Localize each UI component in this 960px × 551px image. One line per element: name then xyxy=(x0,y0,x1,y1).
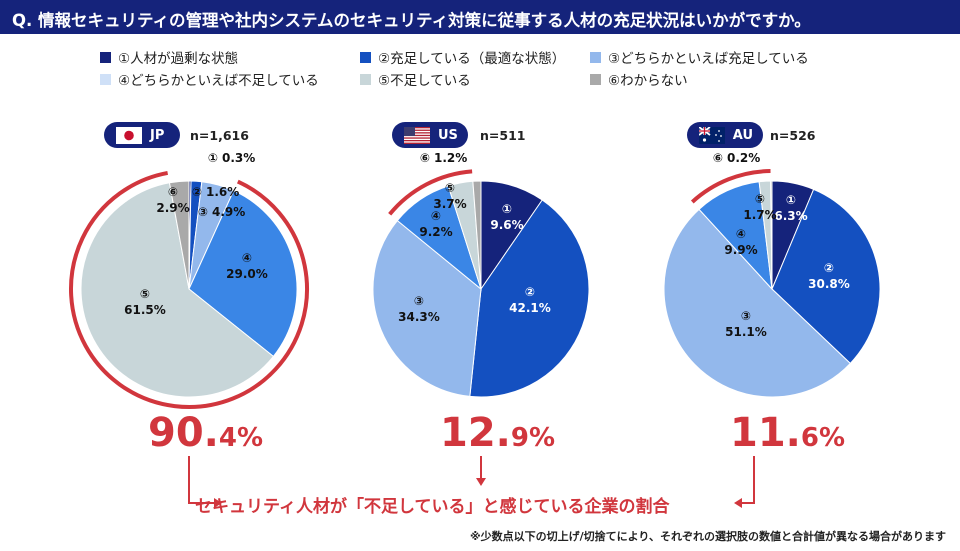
au-shortage-total: 11.6% xyxy=(730,410,845,456)
slice-marker: ④ xyxy=(431,209,441,223)
slice-marker: ② xyxy=(525,285,535,299)
connector-arrowhead-down xyxy=(476,478,486,486)
slice-value-label: 3.7% xyxy=(433,197,466,211)
title-bar: Q. 情報セキュリティの管理や社内システムのセキュリティ対策に従事する人材の充足… xyxy=(0,0,960,34)
country-code: AU xyxy=(732,127,753,143)
slice-marker: ① xyxy=(208,151,218,165)
slice-marker: ② xyxy=(824,261,834,275)
badge-au: AU xyxy=(687,122,763,148)
us-shortage-total: 12.9% xyxy=(440,410,555,456)
legend-label: ⑤不足している xyxy=(378,73,471,89)
pie-slice-6 xyxy=(770,180,773,290)
connector-arrowhead-right xyxy=(734,498,742,508)
slice-value-label: 6.3% xyxy=(774,209,807,223)
legend-swatch xyxy=(360,73,371,85)
slice-value-label: 51.1% xyxy=(725,325,767,339)
au-flag-icon xyxy=(699,126,725,144)
pie-slice-5 xyxy=(80,182,275,398)
slice-value-label: 34.3% xyxy=(398,310,440,324)
connector-arrowhead-left xyxy=(214,498,222,508)
shortage-ring xyxy=(69,170,309,409)
legend-swatch xyxy=(100,51,111,63)
pie-slice-3 xyxy=(663,208,851,398)
us-flag-icon xyxy=(404,126,430,144)
legend-swatch xyxy=(100,73,111,85)
pie-us: ① 9.6% ② 42.1% ③ 34.3% ④ 9.2% ⑤ 3.7% ⑥ 1.2% xyxy=(372,151,590,398)
slice-value-label: 9.6% xyxy=(490,218,523,232)
sample-size: n=511 xyxy=(480,128,526,143)
slice-value-label: 1.6% xyxy=(206,185,239,199)
summary-caption: セキュリティ人材が「不足している」と感じている企業の割合 xyxy=(195,497,670,517)
country-code: US xyxy=(438,127,458,143)
slice-marker: ⑤ xyxy=(445,181,455,195)
jp-shortage-total: 90.4% xyxy=(148,410,263,456)
legend-label: ①人材が過剰な状態 xyxy=(118,51,239,67)
legend-item-1: ①人材が過剰な状態 xyxy=(100,47,238,67)
slice-value-label: 29.0% xyxy=(226,267,268,281)
caption-connectors xyxy=(188,456,755,504)
slice-value-label: 2.9% xyxy=(156,201,189,215)
legend-item-2: ②充足している（最適な状態） xyxy=(360,47,565,67)
legend-label: ②充足している（最適な状態） xyxy=(378,51,566,67)
legend-item-3: ③どちらかといえば充足している xyxy=(590,47,809,67)
slice-value-label: 9.9% xyxy=(724,243,757,257)
total-int: 90. xyxy=(148,410,219,456)
legend-swatch xyxy=(360,51,371,63)
jp-flag-icon xyxy=(116,126,142,144)
pie-au: ① 6.3% ② 30.8% ③ 51.1% ④ 9.9% ⑤ 1.7% ⑥ 0.2% xyxy=(663,151,881,398)
slice-value-label: 0.2% xyxy=(727,151,760,165)
chart-title: Q. 情報セキュリティの管理や社内システムのセキュリティ対策に従事する人材の充足… xyxy=(12,11,811,30)
pie-slice-4 xyxy=(188,190,298,358)
slice-value-label: 30.8% xyxy=(808,277,850,291)
badge-jp: JP xyxy=(104,122,180,148)
slice-value-label: 61.5% xyxy=(124,303,166,317)
legend-item-6: ⑥わからない xyxy=(590,69,688,89)
slice-value-label: 9.2% xyxy=(419,225,452,239)
total-dec: 4% xyxy=(218,423,264,453)
total-int: 11. xyxy=(730,410,801,456)
slice-marker: ⑥ xyxy=(713,151,723,165)
slice-value-label: 0.3% xyxy=(222,151,255,165)
slice-value-label: 42.1% xyxy=(509,301,551,315)
slice-marker: ④ xyxy=(736,227,746,241)
shortage-ring xyxy=(388,169,473,216)
badge-us: US xyxy=(392,122,468,148)
legend-label: ④どちらかといえば不足している xyxy=(118,73,319,89)
total-int: 12. xyxy=(440,410,511,456)
slice-marker: ⑥ xyxy=(420,151,430,165)
shortage-ring xyxy=(690,169,771,204)
legend-swatch xyxy=(590,73,601,85)
footnote: ※少数点以下の切上げ/切捨てにより、それぞれの選択肢の数値と合計値が異なる場合が… xyxy=(469,530,946,543)
slice-marker: ④ xyxy=(242,251,252,265)
pie-slice-2 xyxy=(469,199,590,398)
slice-marker: ① xyxy=(502,202,512,216)
slice-marker: ① xyxy=(786,193,796,207)
pie-slice-6 xyxy=(472,180,482,290)
legend-item-5: ⑤不足している xyxy=(360,69,471,89)
total-dec: 6% xyxy=(800,423,846,453)
slice-value-label: 1.7% xyxy=(743,208,776,222)
sample-size: n=1,616 xyxy=(190,128,249,143)
slice-value-label: 1.2% xyxy=(434,151,467,165)
slice-marker: ⑤ xyxy=(140,287,150,301)
total-dec: 9% xyxy=(510,423,556,453)
pie-jp: ① 0.3% ② 1.6% ③ 4.9% ④ 29.0% ⑤ 61.5% ⑥ 2.9% xyxy=(69,151,309,409)
legend-label: ③どちらかといえば充足している xyxy=(608,51,809,67)
slice-marker: ③ xyxy=(414,294,424,308)
legend-item-4: ④どちらかといえば不足している xyxy=(100,69,319,89)
slice-marker: ⑤ xyxy=(755,192,765,206)
pie-slice-3 xyxy=(372,219,482,397)
slice-marker: ⑥ xyxy=(168,185,178,199)
slice-marker: ③ xyxy=(198,205,208,219)
slice-value-label: 4.9% xyxy=(212,205,245,219)
legend-swatch xyxy=(590,51,601,63)
pie-slice-6 xyxy=(168,180,190,290)
slice-marker: ② xyxy=(192,185,202,199)
country-code: JP xyxy=(150,127,165,143)
pie-slice-2 xyxy=(771,188,881,365)
legend-label: ⑥わからない xyxy=(608,73,688,89)
sample-size: n=526 xyxy=(770,128,816,143)
slice-marker: ③ xyxy=(741,309,751,323)
